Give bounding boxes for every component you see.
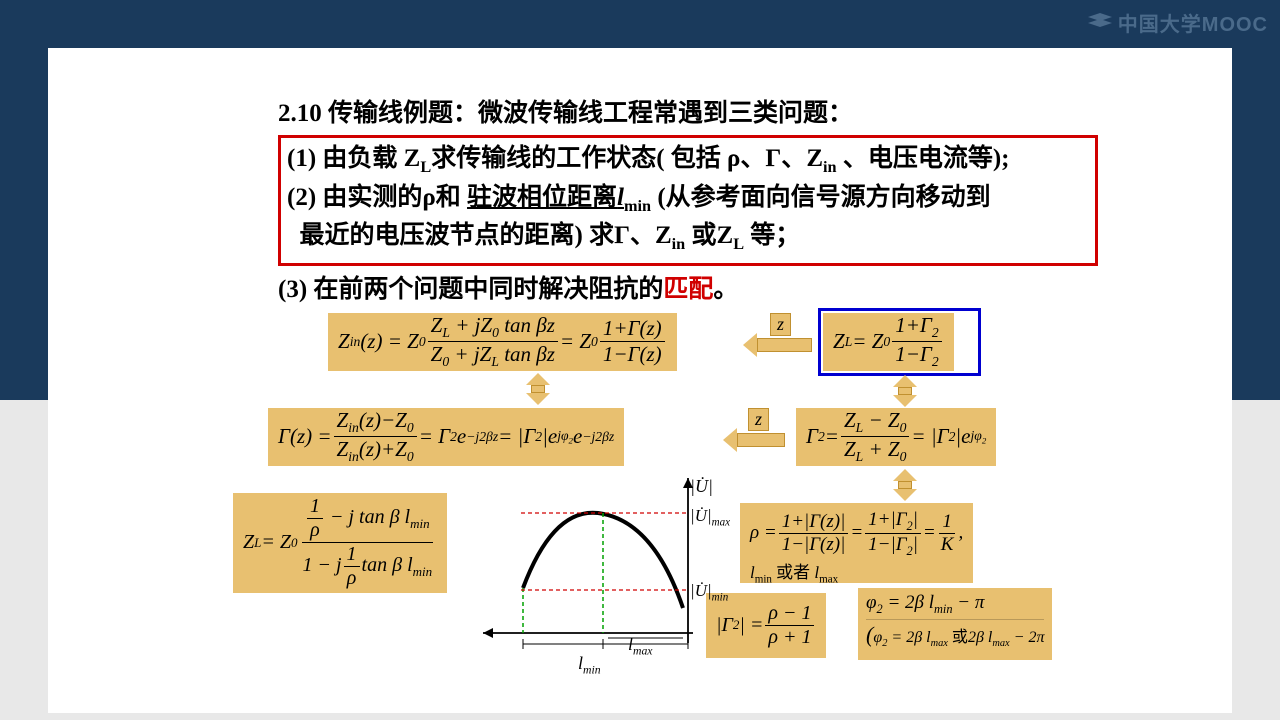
z-label-1: z: [770, 313, 791, 336]
arrow-zin-zl: [743, 333, 812, 357]
eq-phi2-box: φ2 = 2β lmin − π (φ2 = 2β lmax 或2β lmax …: [858, 588, 1052, 660]
standing-wave-plot: |U̇| |U̇|max |U̇|min lmin lmax: [483, 478, 713, 663]
arrow-v-right-1: [893, 375, 917, 407]
eq-zl-lmin-box: ZL = Z0 1ρ − j tan β lmin 1 − j1ρtan β l…: [233, 493, 447, 593]
item-3: (3) 在前两个问题中同时解决阻抗的匹配。: [278, 269, 1098, 305]
eq-rho-box: ρ = 1+|Γ(z)|1−|Γ(z)| = 1+|Γ2|1−|Γ2| = 1K…: [740, 503, 973, 583]
content-area: 2.10 传输线例题：微波传输线工程常遇到三类问题： (1) 由负载 ZL求传输…: [278, 93, 1098, 703]
eq-gamma2-box: Γ2 = ZL − Z0ZL + Z0 = |Γ2|ejφ2: [796, 408, 996, 466]
equation-diagram: Zin(z) = Z0 ZL + jZ0 tan βzZ0 + jZL tan …: [278, 313, 1098, 703]
plot-umax-label: |U̇|max: [690, 506, 730, 528]
item-2: (2) 由实测的ρ和 驻波相位距离lmin (从参考面向信号源方向移动到 最近的…: [287, 180, 1089, 257]
eq-gamma-z-box: Γ(z) = Zin(z)−Z0Zin(z)+Z0 = Γ2e−j2βz = |…: [268, 408, 624, 466]
eq-zin-box: Zin(z) = Z0 ZL + jZ0 tan βzZ0 + jZL tan …: [328, 313, 677, 371]
eq-zl-gamma-box: ZL = Z0 1+Γ21−Γ2: [823, 313, 954, 371]
section-title: 2.10 传输线例题：微波传输线工程常遇到三类问题：: [278, 93, 1098, 129]
arrow-gamma-gamma2: [723, 428, 785, 452]
plot-u-label: |U̇|: [690, 476, 713, 497]
arrow-v-left-1: [526, 373, 550, 405]
z-label-2: z: [748, 408, 769, 431]
item-1: (1) 由负载 ZL求传输线的工作状态( 包括 ρ、Γ、Zin 、电压电流等);: [287, 141, 1089, 180]
watermark-text: 中国大学MOOC: [1118, 8, 1268, 37]
slide-page: 2.10 传输线例题：微波传输线工程常遇到三类问题： (1) 由负载 ZL求传输…: [48, 48, 1232, 713]
arrow-v-right-2: [893, 469, 917, 501]
red-highlight-box: (1) 由负载 ZL求传输线的工作状态( 包括 ρ、Γ、Zin 、电压电流等);…: [278, 135, 1098, 266]
plot-umin-label: |U̇|min: [690, 581, 728, 603]
watermark-logo: 中国大学MOOC: [1086, 8, 1268, 37]
